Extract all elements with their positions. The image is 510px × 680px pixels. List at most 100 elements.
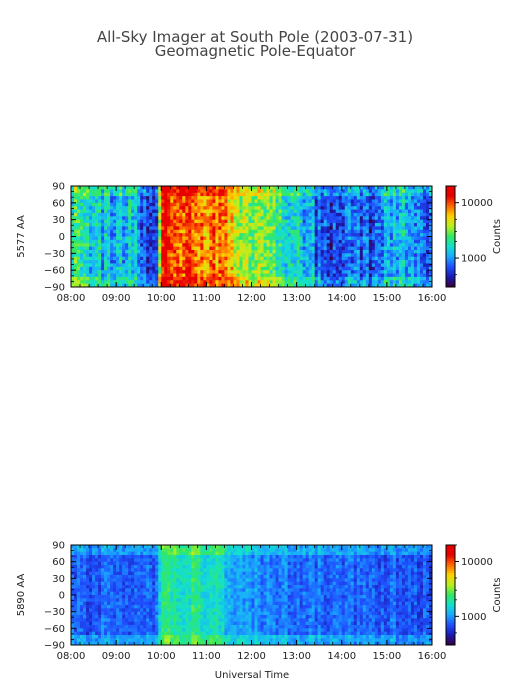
heatmap-cell [218, 219, 222, 224]
heatmap-cell [89, 266, 93, 271]
heatmap-cell [398, 253, 403, 258]
heatmap-cell [254, 199, 258, 204]
heatmap-cell [116, 545, 120, 549]
heatmap-cell [143, 611, 147, 616]
heatmap-cell [413, 266, 418, 271]
heatmap-cell [170, 186, 174, 190]
heatmap-cell [158, 263, 162, 268]
colorbar-swatch [446, 246, 455, 250]
heatmap-cell [233, 249, 237, 254]
heatmap-cell [401, 266, 406, 271]
heatmap-cell [218, 189, 222, 194]
heatmap-cell [125, 555, 129, 559]
heatmap-cell [323, 209, 328, 214]
heatmap-cell [365, 209, 370, 214]
heatmap-cell [110, 236, 114, 241]
heatmap-cell [95, 578, 99, 583]
heatmap-cell [155, 545, 159, 549]
heatmap-cell [275, 189, 279, 194]
heatmap-cell [167, 595, 171, 599]
heatmap-cell [191, 249, 195, 254]
heatmap-cell [164, 571, 168, 576]
heatmap-cell [404, 226, 409, 231]
heatmap-cell [131, 608, 135, 613]
heatmap-cell [116, 196, 120, 200]
heatmap-cell [248, 189, 252, 194]
heatmap-cell [344, 223, 349, 227]
heatmap-cell [386, 246, 391, 251]
heatmap-cell [209, 216, 213, 221]
heatmap-cell [164, 581, 168, 586]
heatmap-cell [182, 202, 186, 207]
heatmap-cell [212, 233, 216, 237]
heatmap-cell [104, 548, 108, 553]
heatmap-cell [179, 605, 183, 609]
heatmap-cell [224, 243, 228, 247]
heatmap-cell [104, 239, 108, 244]
heatmap-cell [95, 555, 99, 559]
heatmap-cell [101, 588, 105, 593]
heatmap-cell [383, 249, 388, 254]
heatmap-cell [422, 256, 427, 261]
heatmap-cell [80, 229, 84, 234]
heatmap-cell [140, 246, 144, 251]
heatmap-cell [104, 246, 108, 251]
heatmap-cell [239, 196, 243, 200]
heatmap-cell [188, 192, 192, 197]
heatmap-cell [74, 628, 78, 633]
heatmap-cell [287, 236, 291, 241]
colorbar-swatch [446, 282, 455, 286]
heatmap-cell [320, 263, 325, 268]
heatmap-cell [131, 578, 135, 583]
heatmap-cell [170, 256, 174, 261]
heatmap-cell [392, 283, 397, 288]
heatmap-cell [92, 555, 96, 559]
heatmap-cell [305, 276, 310, 281]
heatmap-cell [125, 578, 129, 583]
heatmap-cell [269, 186, 273, 190]
heatmap-cell [143, 638, 147, 643]
heatmap-cell [209, 280, 213, 284]
heatmap-cell [95, 635, 99, 639]
heatmap-cell [404, 233, 409, 237]
heatmap-cell [422, 243, 427, 247]
heatmap-cell [140, 196, 144, 200]
colorbar-swatch [446, 224, 455, 227]
heatmap-cell [128, 558, 132, 563]
heatmap-cell [122, 621, 126, 626]
heatmap-cell [353, 226, 358, 231]
heatmap-cell [140, 551, 144, 556]
heatmap-cell [176, 631, 180, 636]
heatmap-cell [275, 233, 279, 237]
heatmap-cell [125, 233, 129, 237]
heatmap-cell [185, 625, 189, 629]
heatmap-cell [200, 253, 204, 258]
heatmap-cell [356, 256, 361, 261]
heatmap-cell [110, 233, 114, 237]
heatmap-cell [344, 270, 349, 274]
heatmap-cell [242, 256, 246, 261]
heatmap-cell [146, 568, 150, 573]
heatmap-cell [125, 256, 129, 261]
heatmap-cell [341, 199, 346, 204]
heatmap-cell [152, 615, 156, 619]
heatmap-cell [353, 199, 358, 204]
heatmap-cell [239, 229, 243, 234]
heatmap-cell [188, 591, 192, 596]
heatmap-cell [116, 212, 120, 217]
heatmap-cell [134, 605, 138, 609]
heatmap-cell [242, 236, 246, 241]
heatmap-cell [215, 202, 219, 207]
heatmap-cell [125, 571, 129, 576]
heatmap-cell [158, 270, 162, 274]
heatmap-cell [386, 273, 391, 278]
heatmap-cell [86, 216, 90, 221]
heatmap-cell [416, 189, 421, 194]
heatmap-cell [86, 625, 90, 629]
heatmap-cell [212, 276, 216, 281]
heatmap-cell [95, 581, 99, 586]
heatmap-cell [86, 249, 90, 254]
heatmap-cell [179, 641, 183, 646]
heatmap-cell [110, 551, 114, 556]
heatmap-cell [359, 206, 364, 210]
